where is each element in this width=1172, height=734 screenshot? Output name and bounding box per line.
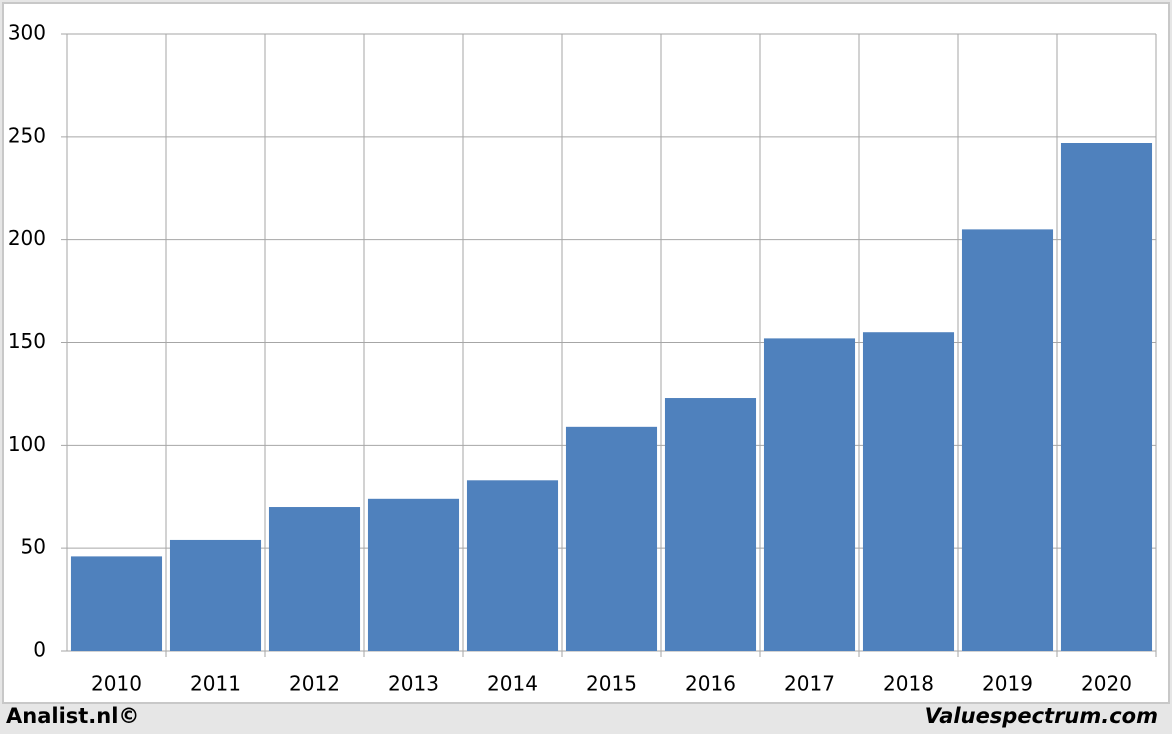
bar	[1060, 143, 1153, 651]
bar	[763, 338, 856, 651]
x-tick-label: 2013	[388, 672, 439, 696]
bar	[664, 398, 757, 651]
bar	[466, 480, 559, 651]
x-tick-label: 2010	[91, 672, 142, 696]
y-tick-label: 200	[8, 226, 46, 250]
bar	[367, 498, 460, 651]
y-tick-label: 150	[8, 329, 46, 353]
y-tick-label: 250	[8, 123, 46, 147]
credit-right: Valuespectrum.com	[925, 704, 1158, 728]
bar	[268, 507, 361, 651]
bar	[862, 332, 955, 651]
y-tick-label: 50	[21, 535, 46, 559]
x-tick-label: 2011	[190, 672, 241, 696]
x-tick-label: 2016	[685, 672, 736, 696]
x-tick-label: 2014	[487, 672, 538, 696]
bar	[961, 229, 1054, 651]
y-tick-label: 100	[8, 432, 46, 456]
x-tick-label: 2017	[784, 672, 835, 696]
y-tick-label: 300	[8, 21, 46, 45]
x-tick-label: 2019	[982, 672, 1033, 696]
x-tick-label: 2015	[586, 672, 637, 696]
x-tick-label: 2018	[883, 672, 934, 696]
bar	[565, 426, 658, 651]
y-tick-label: 0	[33, 638, 46, 662]
bar	[70, 556, 163, 651]
x-tick-label: 2020	[1081, 672, 1132, 696]
credit-left: Analist.nl©	[6, 704, 139, 728]
x-tick-label: 2012	[289, 672, 340, 696]
bar	[169, 539, 262, 651]
